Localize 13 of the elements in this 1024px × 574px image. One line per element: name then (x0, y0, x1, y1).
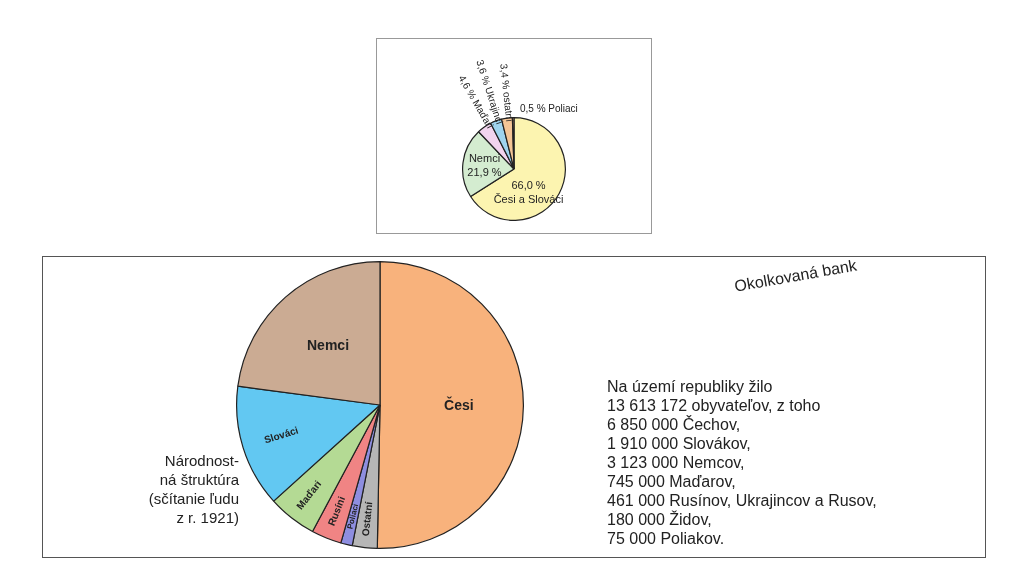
slice-label: 0,5 % Poliaci (520, 103, 578, 115)
slice-label: Nemci (307, 336, 350, 353)
slice-label: Poliaci (345, 502, 361, 531)
data-label: 21,9 % (467, 165, 502, 178)
slice-label: Nemci (468, 151, 501, 164)
text: Okolkovaná bank (733, 255, 859, 296)
slice-label: Česi (444, 395, 474, 413)
slice-label: Ostatní (359, 500, 375, 537)
slice-label: Slováci (262, 424, 300, 446)
slice-label: Rusíni (325, 494, 348, 528)
data-label: 66,0 % (511, 179, 546, 192)
text: Národnost- ná štruktúra (sčítanie ľudu z r. 1921) (147, 451, 239, 527)
text: Na území republiky žilo 13 613 172 obyvateľov, z toho 6 850 000 Čechov, 1 910 000 Slovákov, 3 123 000 Nemcov, 745 000 Maďarov, 461 000 Rusínov, Ukrajincov a Rusov, 180 000 Židov, 75 000 Poliakov. (607, 378, 877, 547)
